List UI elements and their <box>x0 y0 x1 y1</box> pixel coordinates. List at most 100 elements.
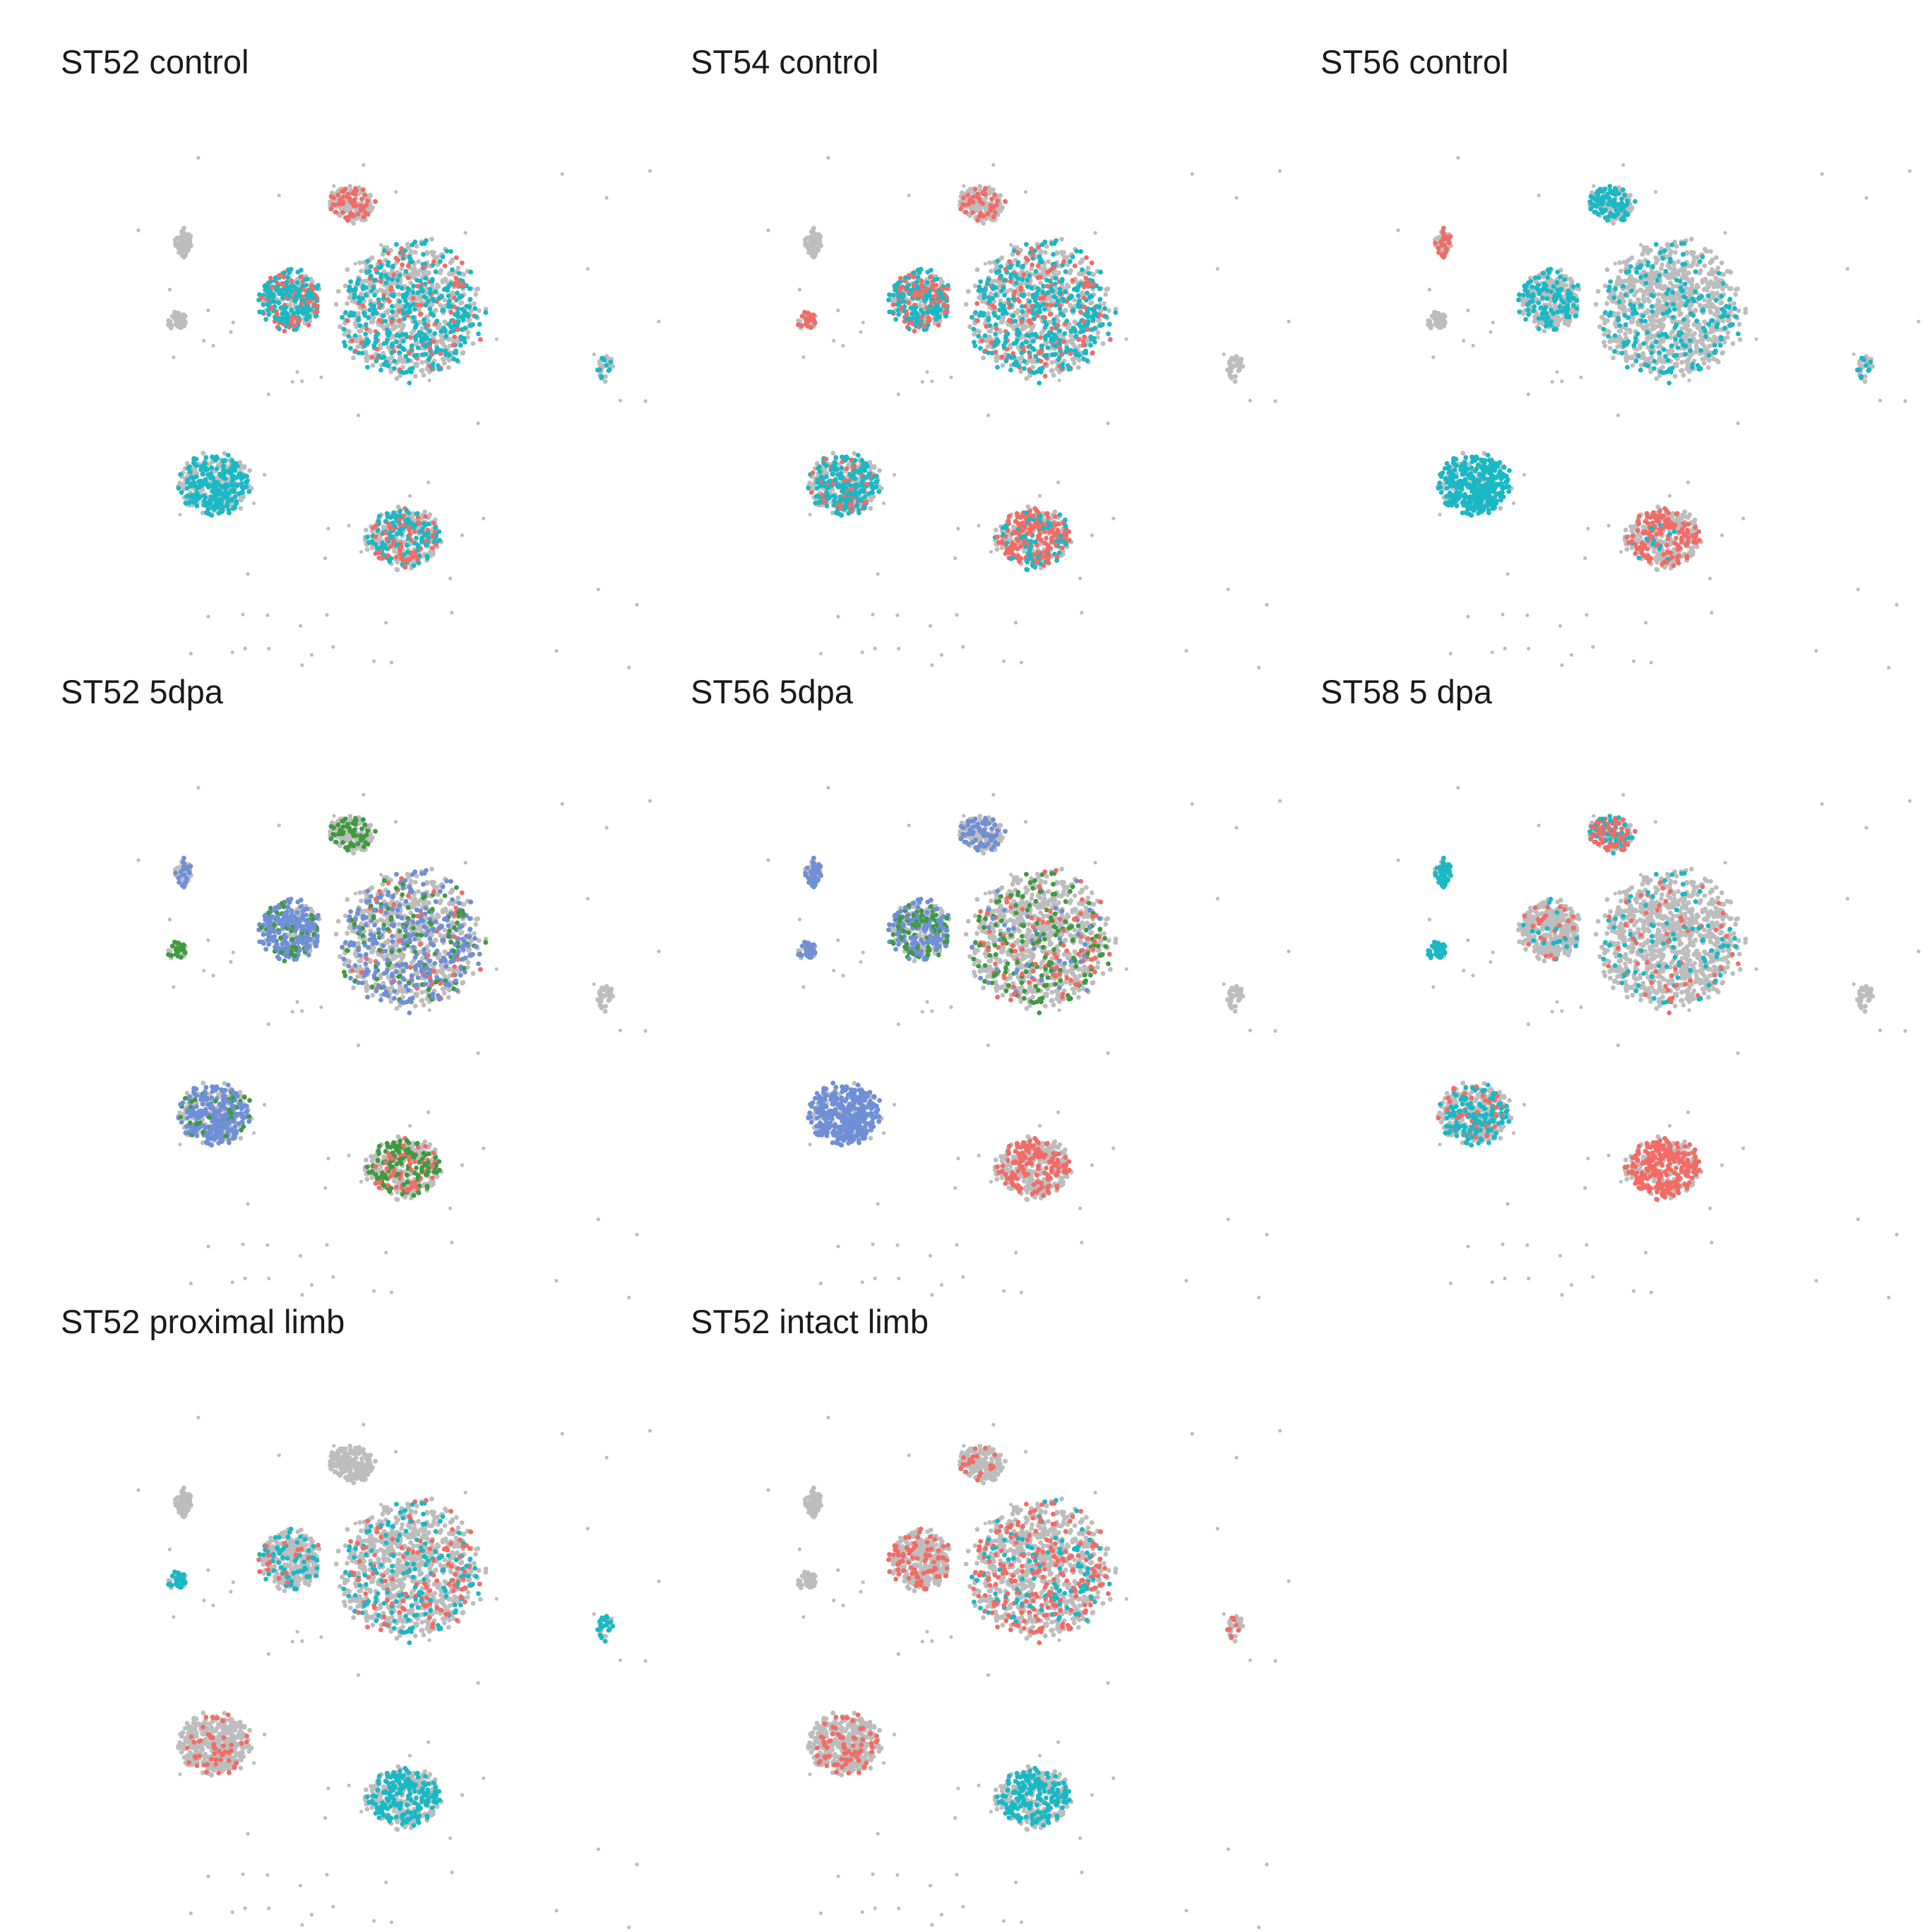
background-point <box>964 302 969 307</box>
highlighted-point <box>1021 294 1026 299</box>
background-point <box>1059 250 1064 255</box>
background-point <box>1072 361 1077 366</box>
background-point <box>367 193 372 198</box>
highlighted-point <box>405 543 410 548</box>
highlighted-point <box>423 514 428 519</box>
background-point <box>351 355 356 360</box>
background-point <box>826 156 830 160</box>
highlighted-point <box>1001 286 1006 291</box>
highlighted-point <box>1098 323 1103 328</box>
highlighted-point <box>1039 359 1044 364</box>
highlighted-point <box>595 367 600 372</box>
highlighted-point <box>1002 293 1007 298</box>
highlighted-point <box>232 505 237 510</box>
background-point <box>1049 368 1054 373</box>
highlighted-point <box>298 309 303 314</box>
highlighted-point <box>430 546 435 551</box>
highlighted-point <box>374 359 378 364</box>
background-point <box>619 399 622 402</box>
highlighted-point <box>1041 296 1046 301</box>
highlighted-point <box>824 463 829 468</box>
highlighted-point <box>373 199 378 204</box>
highlighted-point <box>336 202 341 207</box>
background-point <box>370 320 375 325</box>
highlighted-point <box>330 202 335 207</box>
highlighted-point <box>275 285 280 290</box>
highlighted-point <box>276 300 281 305</box>
highlighted-point <box>599 374 604 379</box>
highlighted-point <box>266 312 271 317</box>
highlighted-point <box>246 489 251 494</box>
highlighted-point <box>925 280 930 285</box>
background-point <box>554 649 558 652</box>
highlighted-point <box>1025 567 1030 572</box>
highlighted-point <box>1015 260 1020 265</box>
highlighted-point <box>402 347 407 352</box>
highlighted-point <box>436 367 441 372</box>
highlighted-point <box>424 238 429 243</box>
highlighted-point <box>1091 317 1096 322</box>
umap-plot <box>691 106 1320 671</box>
highlighted-point <box>1092 309 1097 314</box>
highlighted-point <box>216 511 221 515</box>
highlighted-point <box>390 264 395 269</box>
highlighted-point <box>386 260 390 265</box>
highlighted-point <box>838 471 843 476</box>
highlighted-point <box>993 332 998 337</box>
highlighted-point <box>427 345 432 350</box>
highlighted-point <box>291 311 296 316</box>
highlighted-point <box>413 325 418 330</box>
highlighted-point <box>1021 273 1026 278</box>
highlighted-point <box>472 306 477 311</box>
background-point <box>972 332 977 337</box>
highlighted-point <box>1097 313 1102 318</box>
highlighted-point <box>280 288 285 293</box>
highlighted-point <box>1029 286 1034 291</box>
background-point <box>291 380 294 383</box>
highlighted-point <box>1043 325 1048 330</box>
highlighted-point <box>415 511 419 516</box>
highlighted-point <box>994 326 999 331</box>
highlighted-point <box>914 311 919 316</box>
background-point <box>997 193 1002 198</box>
highlighted-point <box>402 565 407 570</box>
background-point <box>1043 250 1048 255</box>
highlighted-point <box>237 472 242 477</box>
highlighted-point <box>241 486 246 491</box>
background-point <box>876 572 880 576</box>
highlighted-point <box>840 465 845 470</box>
highlighted-point <box>340 189 345 194</box>
highlighted-point <box>185 477 190 482</box>
highlighted-point <box>1073 334 1078 339</box>
highlighted-point <box>455 327 460 332</box>
highlighted-point <box>311 296 316 301</box>
highlighted-point <box>203 479 208 484</box>
highlighted-point <box>401 311 406 316</box>
highlighted-point <box>428 306 433 311</box>
highlighted-point <box>1032 316 1037 321</box>
background-point <box>832 339 835 342</box>
highlighted-point <box>1014 280 1019 285</box>
highlighted-point <box>1082 296 1087 301</box>
highlighted-point <box>834 510 839 515</box>
highlighted-point <box>205 503 210 508</box>
background-point <box>371 363 376 368</box>
highlighted-point <box>919 279 924 284</box>
highlighted-point <box>391 294 396 299</box>
highlighted-point <box>233 494 238 499</box>
background-point <box>1236 364 1241 369</box>
highlighted-point <box>361 187 366 192</box>
highlighted-point <box>809 490 814 495</box>
background-point <box>439 340 444 345</box>
highlighted-point <box>910 288 914 293</box>
highlighted-point <box>1067 296 1072 301</box>
highlighted-point <box>463 309 467 314</box>
highlighted-point <box>411 296 416 301</box>
highlighted-point <box>331 196 336 201</box>
highlighted-point <box>417 521 422 526</box>
highlighted-point <box>407 381 412 386</box>
highlighted-point <box>403 304 408 309</box>
highlighted-point <box>418 312 423 317</box>
background-point <box>186 248 191 253</box>
background-point <box>242 494 246 499</box>
